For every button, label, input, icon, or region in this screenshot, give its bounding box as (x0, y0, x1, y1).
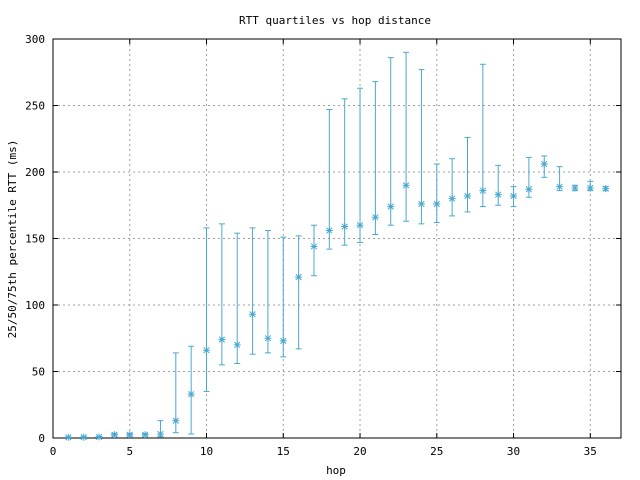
y-tick-label: 0 (38, 432, 45, 445)
quartile-point (187, 345, 195, 435)
quartile-point (325, 108, 333, 250)
quartile-point (249, 227, 257, 355)
y-tick-label: 50 (32, 366, 45, 379)
quartile-point (494, 164, 502, 206)
quartile-point (479, 63, 487, 208)
quartile-point (602, 185, 610, 193)
median-marker (110, 431, 118, 439)
median-marker (494, 191, 502, 199)
axes: 0 50 100 150 200 250 300 0 5 10 15 20 25 30 35 (25, 33, 622, 458)
y-axis-label: 25/50/75th percentile RTT (ms) (6, 140, 19, 339)
quartile-point (586, 180, 594, 192)
quartile-point (156, 420, 164, 438)
median-marker (279, 337, 287, 345)
quartile-point (126, 431, 134, 439)
quartile-point (402, 51, 410, 222)
quartile-point (463, 136, 471, 213)
x-tick-label: 35 (584, 445, 597, 458)
quartile-point (417, 69, 425, 225)
quartile-point (341, 98, 349, 246)
median-marker (556, 183, 564, 191)
quartile-point (172, 352, 180, 434)
quartile-point (264, 230, 272, 354)
y-tick-label: 250 (25, 100, 45, 113)
quartile-point (279, 236, 287, 358)
median-marker (264, 334, 272, 342)
quartile-point (203, 227, 211, 392)
x-tick-label: 15 (277, 445, 290, 458)
quartile-point (95, 433, 103, 441)
quartile-point (510, 186, 518, 208)
quartile-point (295, 235, 303, 350)
quartile-point (571, 184, 579, 192)
median-marker (295, 273, 303, 281)
median-marker (218, 336, 226, 344)
y-tick-label: 100 (25, 299, 45, 312)
median-marker (371, 213, 379, 221)
median-marker (310, 242, 318, 250)
quartile-point (387, 57, 395, 226)
quartile-point (448, 158, 456, 217)
data-marks (64, 51, 610, 441)
median-marker (249, 310, 257, 318)
x-tick-label: 25 (430, 445, 443, 458)
x-axis-label: hop (326, 464, 346, 477)
median-marker (586, 184, 594, 192)
median-marker (356, 221, 364, 229)
x-tick-label: 5 (126, 445, 133, 458)
median-marker (341, 223, 349, 231)
quartile-point (556, 166, 564, 192)
quartile-point (525, 156, 533, 198)
median-marker (602, 185, 610, 193)
median-marker (417, 200, 425, 208)
quartile-point (356, 87, 364, 243)
quartile-point (80, 433, 88, 441)
median-marker (172, 417, 180, 425)
x-tick-label: 20 (353, 445, 366, 458)
quartile-point (110, 431, 118, 439)
median-marker (141, 431, 149, 439)
y-tick-label: 300 (25, 33, 45, 46)
quartile-point (64, 433, 72, 441)
quartile-point (433, 163, 441, 224)
quartile-point (540, 155, 548, 178)
quartile-point (371, 81, 379, 236)
y-tick-label: 150 (25, 233, 45, 246)
quartile-point (233, 232, 241, 365)
median-marker (479, 187, 487, 195)
median-marker (95, 433, 103, 441)
median-marker (433, 200, 441, 208)
median-marker (64, 433, 72, 441)
median-marker (325, 227, 333, 235)
x-tick-label: 30 (507, 445, 520, 458)
quartile-point (310, 224, 318, 277)
median-marker (187, 390, 195, 398)
y-tick-label: 200 (25, 166, 45, 179)
chart-title: RTT quartiles vs hop distance (239, 14, 431, 27)
median-marker (448, 195, 456, 203)
median-marker (203, 346, 211, 354)
median-marker (156, 430, 164, 438)
median-marker (126, 431, 134, 439)
x-tick-label: 0 (50, 445, 57, 458)
median-marker (233, 341, 241, 349)
median-marker (387, 203, 395, 211)
median-marker (571, 184, 579, 192)
median-marker (463, 192, 471, 200)
median-marker (525, 185, 533, 193)
median-marker (510, 192, 518, 200)
median-marker (80, 433, 88, 441)
median-marker (402, 181, 410, 189)
quartile-point (218, 223, 226, 366)
median-marker (540, 160, 548, 168)
x-tick-label: 10 (200, 445, 213, 458)
quartile-point (141, 431, 149, 439)
